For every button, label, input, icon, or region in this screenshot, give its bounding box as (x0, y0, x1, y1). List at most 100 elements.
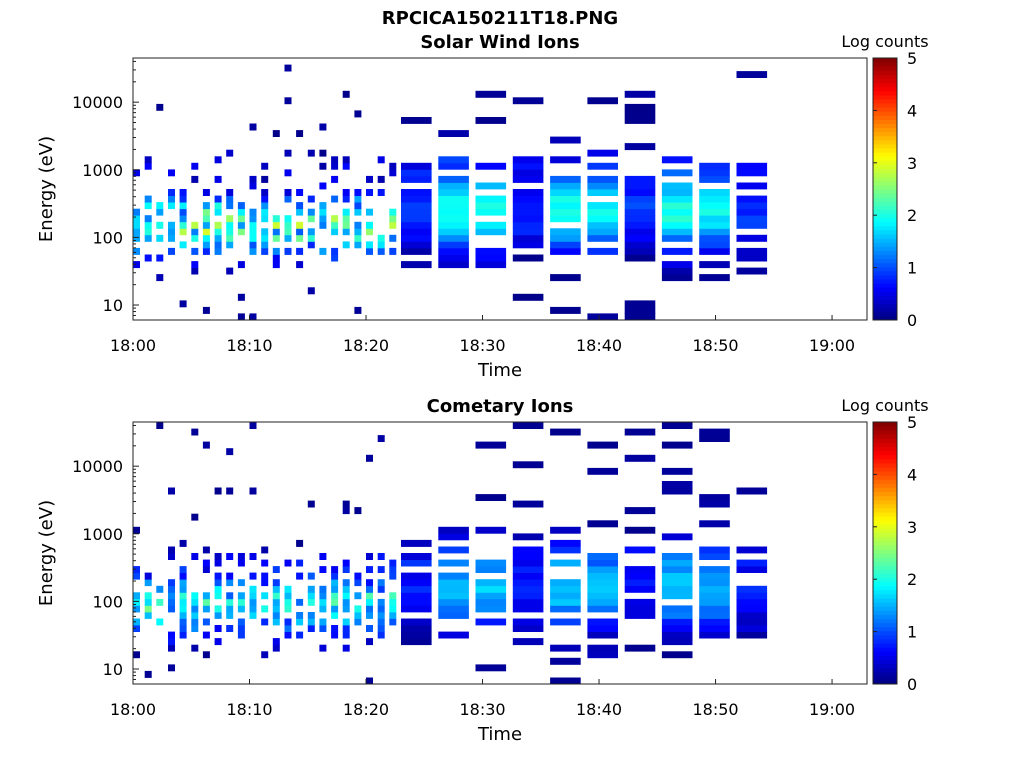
colorbar-swatch (873, 553, 897, 558)
spectrogram-cell (624, 228, 656, 236)
colorbar-swatch (873, 520, 897, 525)
spectrogram-cell (226, 487, 234, 495)
colorbar-swatch (873, 307, 897, 313)
spectrogram-cell (389, 215, 397, 223)
spectrogram-cell (261, 572, 269, 580)
spectrogram-cell (226, 572, 234, 580)
colorbar-swatch (873, 614, 897, 619)
spectrogram-cell (179, 618, 187, 626)
spectrogram-cell (377, 247, 385, 255)
spectrogram-cell (624, 585, 656, 593)
colorbar-swatch (873, 544, 897, 550)
spectrogram-cell (133, 208, 140, 216)
spectrogram-cell (168, 638, 175, 646)
spectrogram-cell (319, 553, 327, 560)
spectrogram-cell (214, 585, 222, 593)
x-tick-label: 18:40 (576, 700, 622, 719)
spectrogram-cell (133, 247, 140, 255)
spectrogram-cell (144, 612, 152, 619)
spectrogram-cell (296, 228, 304, 236)
spectrogram-cell (284, 215, 292, 223)
spectrogram-cell (296, 612, 304, 619)
colorbar-swatch (873, 135, 897, 141)
spectrogram-cell (342, 507, 350, 515)
spectrogram-cell (377, 579, 385, 587)
spectrogram-cell (354, 234, 362, 242)
colorbar-swatch (873, 295, 897, 301)
spectrogram-cell (284, 149, 292, 157)
spectrogram-cell (699, 247, 730, 255)
spectrogram-cell (661, 441, 693, 449)
spectrogram-cell (624, 428, 656, 436)
spectrogram-cell (296, 221, 304, 229)
colorbar-tick-label: 2 (907, 206, 917, 225)
spectrogram-cell (401, 261, 432, 269)
spectrogram-cell (624, 306, 656, 314)
spectrogram-cell (202, 306, 210, 314)
spectrogram-cell (661, 487, 693, 495)
spectrogram-cell (624, 566, 656, 573)
spectrogram-cell (179, 539, 187, 547)
spectrogram-cell (624, 572, 656, 580)
spectrogram-cell (550, 579, 581, 587)
spectrogram-cell (401, 631, 432, 639)
spectrogram-cell (661, 422, 693, 429)
spectrogram-cell (202, 566, 210, 573)
spectrogram-cell (587, 579, 618, 587)
colorbar-swatch (873, 197, 897, 202)
spectrogram-cell (624, 546, 656, 554)
spectrogram-cell (587, 467, 618, 475)
spectrogram-cell (699, 274, 730, 282)
spectrogram-cell (512, 559, 544, 567)
spectrogram-cell (133, 261, 140, 269)
spectrogram-cell (156, 208, 164, 216)
spectrogram-cell (202, 234, 210, 242)
spectrogram-cell (272, 579, 280, 587)
spectrogram-cell (475, 117, 507, 124)
spectrogram-cell (377, 435, 385, 442)
spectrogram-cell (179, 592, 187, 600)
spectrogram-cell (202, 618, 210, 626)
spectrogram-cell (226, 215, 234, 223)
spectrogram-cell (214, 208, 222, 216)
spectrogram-cell (366, 592, 373, 600)
x-tick-label: 18:00 (110, 700, 156, 719)
spectrogram-cell (261, 618, 269, 626)
colorbar-swatch (873, 581, 897, 587)
spectrogram-cell (475, 195, 507, 203)
spectrogram-cell (550, 156, 581, 164)
spectrogram-cell (587, 520, 618, 528)
spectrogram-cell (354, 612, 362, 619)
colorbar-swatch (873, 74, 897, 79)
colorbar-label: Log counts (841, 32, 928, 51)
spectrogram-cell (179, 612, 187, 619)
spectrogram-cell (377, 618, 385, 626)
colorbar-swatch (873, 516, 897, 521)
spectrogram-cell (202, 228, 210, 236)
spectrogram-cell (249, 487, 257, 495)
spectrogram-cell (699, 566, 730, 573)
spectrogram-cell (261, 228, 269, 236)
spectrogram-cell (699, 631, 730, 639)
spectrogram-cell (214, 592, 222, 600)
spectrogram-cell (438, 182, 469, 190)
spectrogram-cell (284, 247, 292, 255)
spectrogram-cell (401, 592, 432, 600)
spectrogram-cell (475, 208, 507, 216)
spectrogram-cell (624, 454, 656, 462)
spectrogram-cell (261, 546, 269, 554)
spectrogram-cell (736, 215, 768, 223)
spectrogram-cell (261, 215, 269, 223)
spectrogram-cell (587, 215, 618, 223)
spectrogram-cell (214, 221, 222, 229)
spectrogram-cell (261, 195, 269, 203)
colorbar-swatch (873, 62, 897, 67)
spectrogram-cell (512, 254, 544, 262)
spectrogram-cell (331, 579, 339, 587)
spectrogram-cell (168, 234, 175, 242)
spectrogram-cell (366, 454, 373, 462)
spectrogram-cell (156, 618, 164, 626)
colorbar-swatch (873, 503, 897, 509)
spectrogram-cell (168, 598, 175, 606)
colorbar-swatch (873, 467, 897, 472)
